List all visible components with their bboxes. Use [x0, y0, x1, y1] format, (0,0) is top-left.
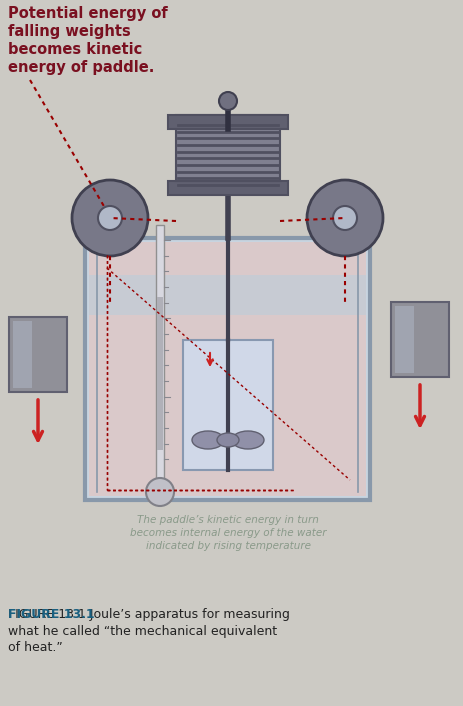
Bar	[89, 242, 366, 496]
Text: FIGURE 13.1 Joule’s apparatus for measuring
what he called “the mechanical equiv: FIGURE 13.1 Joule’s apparatus for measur…	[8, 608, 290, 654]
Text: The paddle’s kinetic energy in turn
becomes internal energy of the water
indicat: The paddle’s kinetic energy in turn beco…	[130, 515, 326, 551]
Bar	[85, 238, 370, 500]
Circle shape	[72, 180, 148, 256]
Bar	[391, 302, 449, 377]
Bar	[183, 340, 273, 470]
Ellipse shape	[232, 431, 264, 449]
Circle shape	[307, 180, 383, 256]
Bar	[157, 297, 163, 450]
Text: Potential energy of
falling weights
becomes kinetic
energy of paddle.: Potential energy of falling weights beco…	[8, 6, 168, 75]
Circle shape	[333, 206, 357, 230]
Bar	[9, 317, 67, 392]
Bar	[156, 225, 164, 480]
Bar	[168, 181, 288, 195]
Text: FIGURE 13.1: FIGURE 13.1	[8, 608, 94, 621]
Bar	[13, 321, 32, 388]
Bar	[395, 306, 414, 373]
Circle shape	[98, 206, 122, 230]
Bar	[89, 275, 366, 315]
Ellipse shape	[192, 431, 224, 449]
Circle shape	[219, 92, 237, 110]
Bar	[168, 115, 288, 129]
Circle shape	[146, 478, 174, 506]
Bar	[176, 115, 280, 181]
Ellipse shape	[217, 433, 239, 447]
